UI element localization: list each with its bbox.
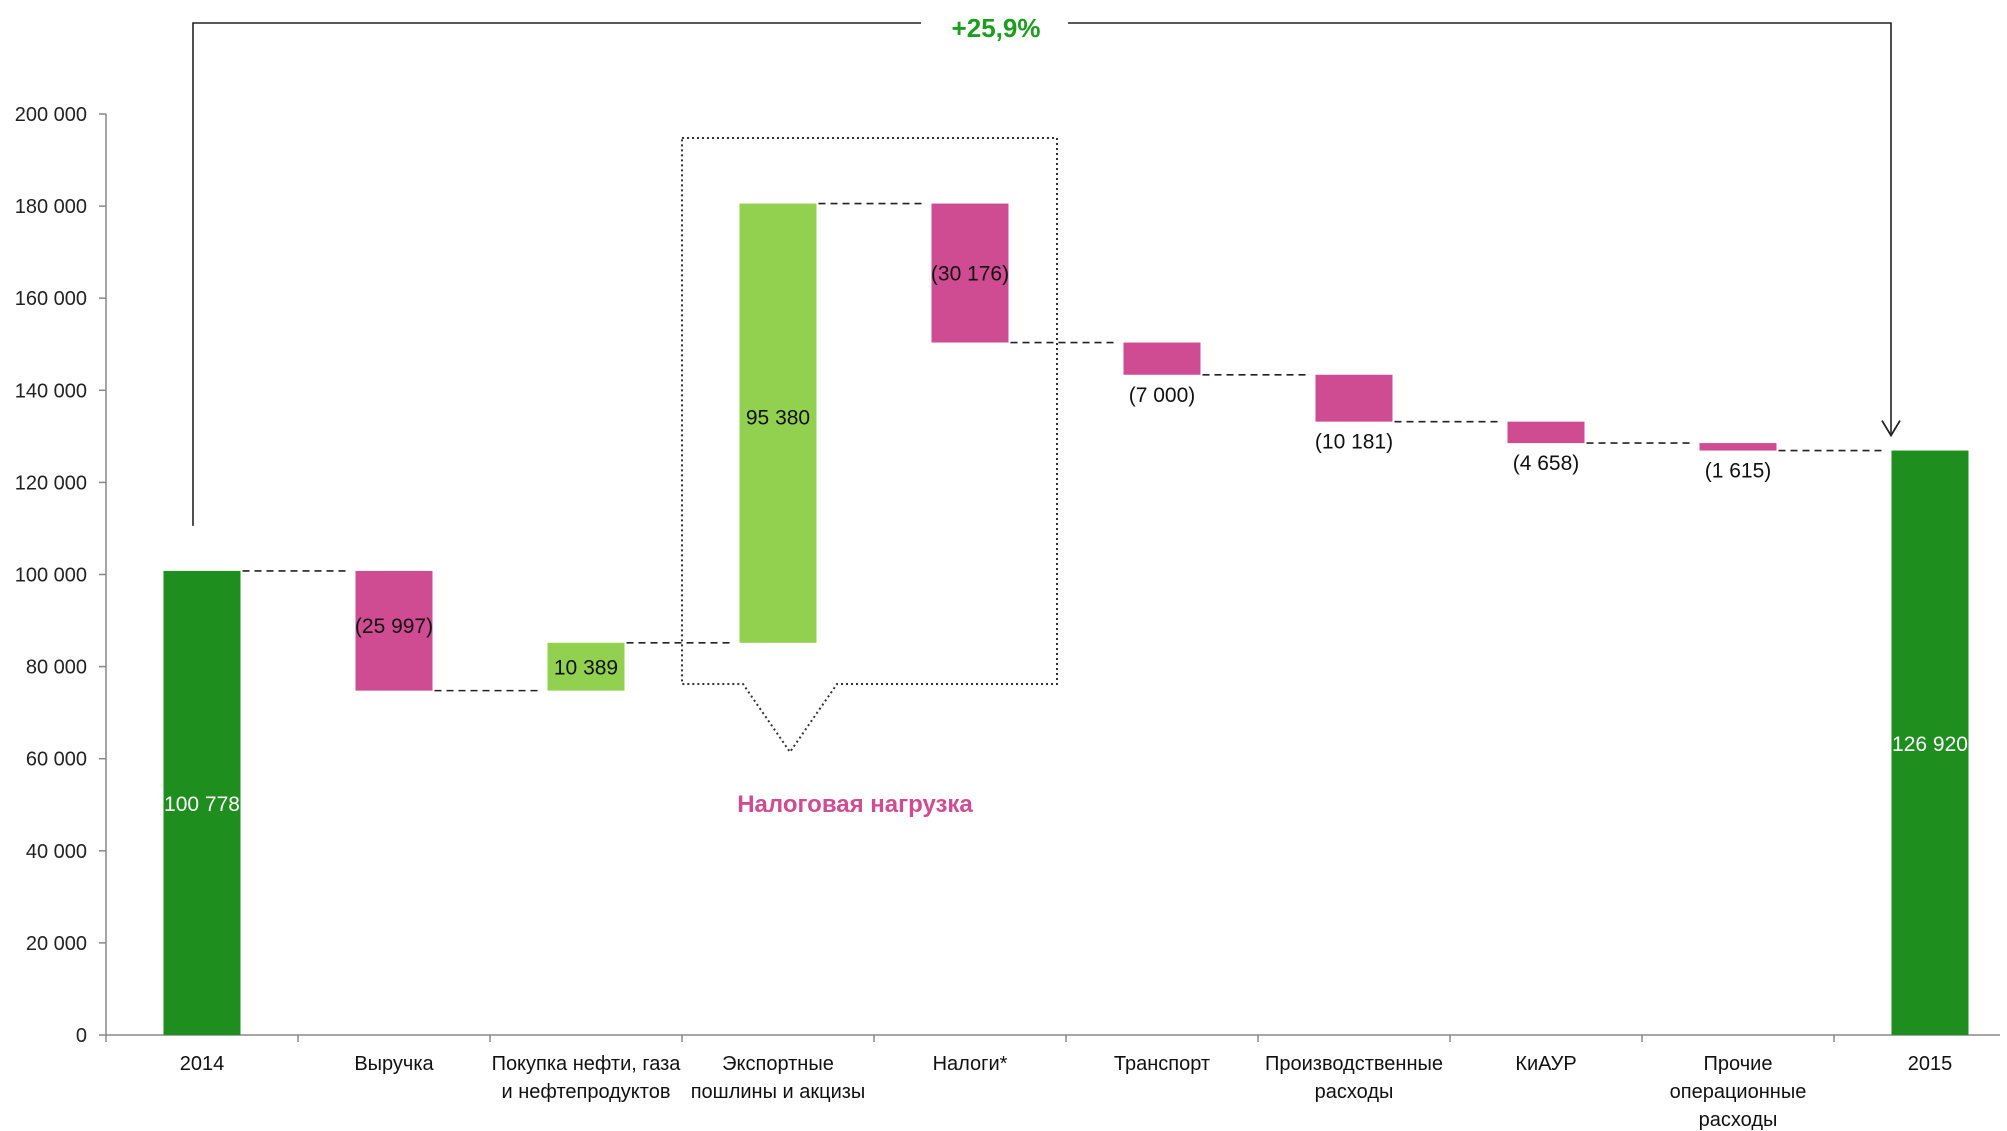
category-label: Налоги* [933,1053,1008,1075]
y-tick-label: 80 000 [26,657,87,679]
y-tick-label: 140 000 [15,380,87,402]
category-label: Производственные [1265,1053,1443,1075]
y-tick-label: 60 000 [26,749,87,771]
bar [547,642,625,691]
value-label: 126 920 [1892,733,1968,756]
value-label: 95 380 [746,407,810,430]
bar [1507,421,1585,444]
bar [1891,450,1969,1035]
value-label: 10 389 [554,657,618,680]
category-label: 2014 [180,1053,225,1075]
value-labels: 100 778 (25 997) 10 389 95 380 (30 176) (7 00… [164,263,1968,816]
y-tick-label: 160 000 [15,288,87,310]
y-tick-label: 0 [76,1025,87,1047]
value-label: 100 778 [164,793,240,816]
value-label: (25 997) [355,615,433,638]
axes: 0 20 000 40 000 60 000 80 000 100 000 120 000 1… [15,104,2000,1047]
tax-callout-box [681,137,1058,754]
category-label: расходы [1699,1109,1778,1131]
change-bracket-right [1068,22,1892,434]
category-label: КиАУР [1515,1053,1576,1075]
change-percent-label: +25,9% [952,13,1041,43]
category-label: расходы [1315,1081,1394,1103]
arrow-head-icon [1881,420,1901,438]
change-bracket-left [192,22,921,526]
category-label: Прочие [1704,1053,1773,1075]
bars [163,203,1969,1035]
category-label: Транспорт [1114,1053,1210,1075]
y-tick-label: 180 000 [15,196,87,218]
bar [1315,374,1393,422]
y-tick-label: 100 000 [15,565,87,587]
category-labels: 2014 Выручка Покупка нефти, газа и нефтепро… [180,1053,1953,1131]
category-label: операционные [1670,1081,1807,1103]
bar [1123,342,1201,375]
bar [931,203,1009,343]
bar [163,570,241,1035]
category-label: 2015 [1908,1053,1953,1075]
value-label: (10 181) [1315,431,1393,454]
y-tick-label: 200 000 [15,104,87,126]
connectors [242,202,1884,692]
bar [355,570,433,691]
category-label: Выручка [354,1053,434,1075]
category-label: Покупка нефти, газа [492,1053,682,1075]
value-label: (7 000) [1129,384,1196,407]
bar [1699,443,1777,451]
value-label: (30 176) [931,263,1009,286]
y-tick-label: 120 000 [15,472,87,494]
category-label: Экспортные [722,1053,834,1075]
value-label: (4 658) [1513,452,1580,475]
y-tick-label: 20 000 [26,933,87,955]
category-label: пошлины и акцизы [691,1081,866,1103]
category-label: и нефтепродуктов [502,1081,671,1103]
tax-callout-label: Налоговая нагрузка [737,791,973,818]
bar [739,203,817,643]
y-tick-label: 40 000 [26,841,87,863]
annotations: +25,9% Налоговая нагрузка [192,13,1901,818]
value-label: (1 615) [1705,460,1772,483]
